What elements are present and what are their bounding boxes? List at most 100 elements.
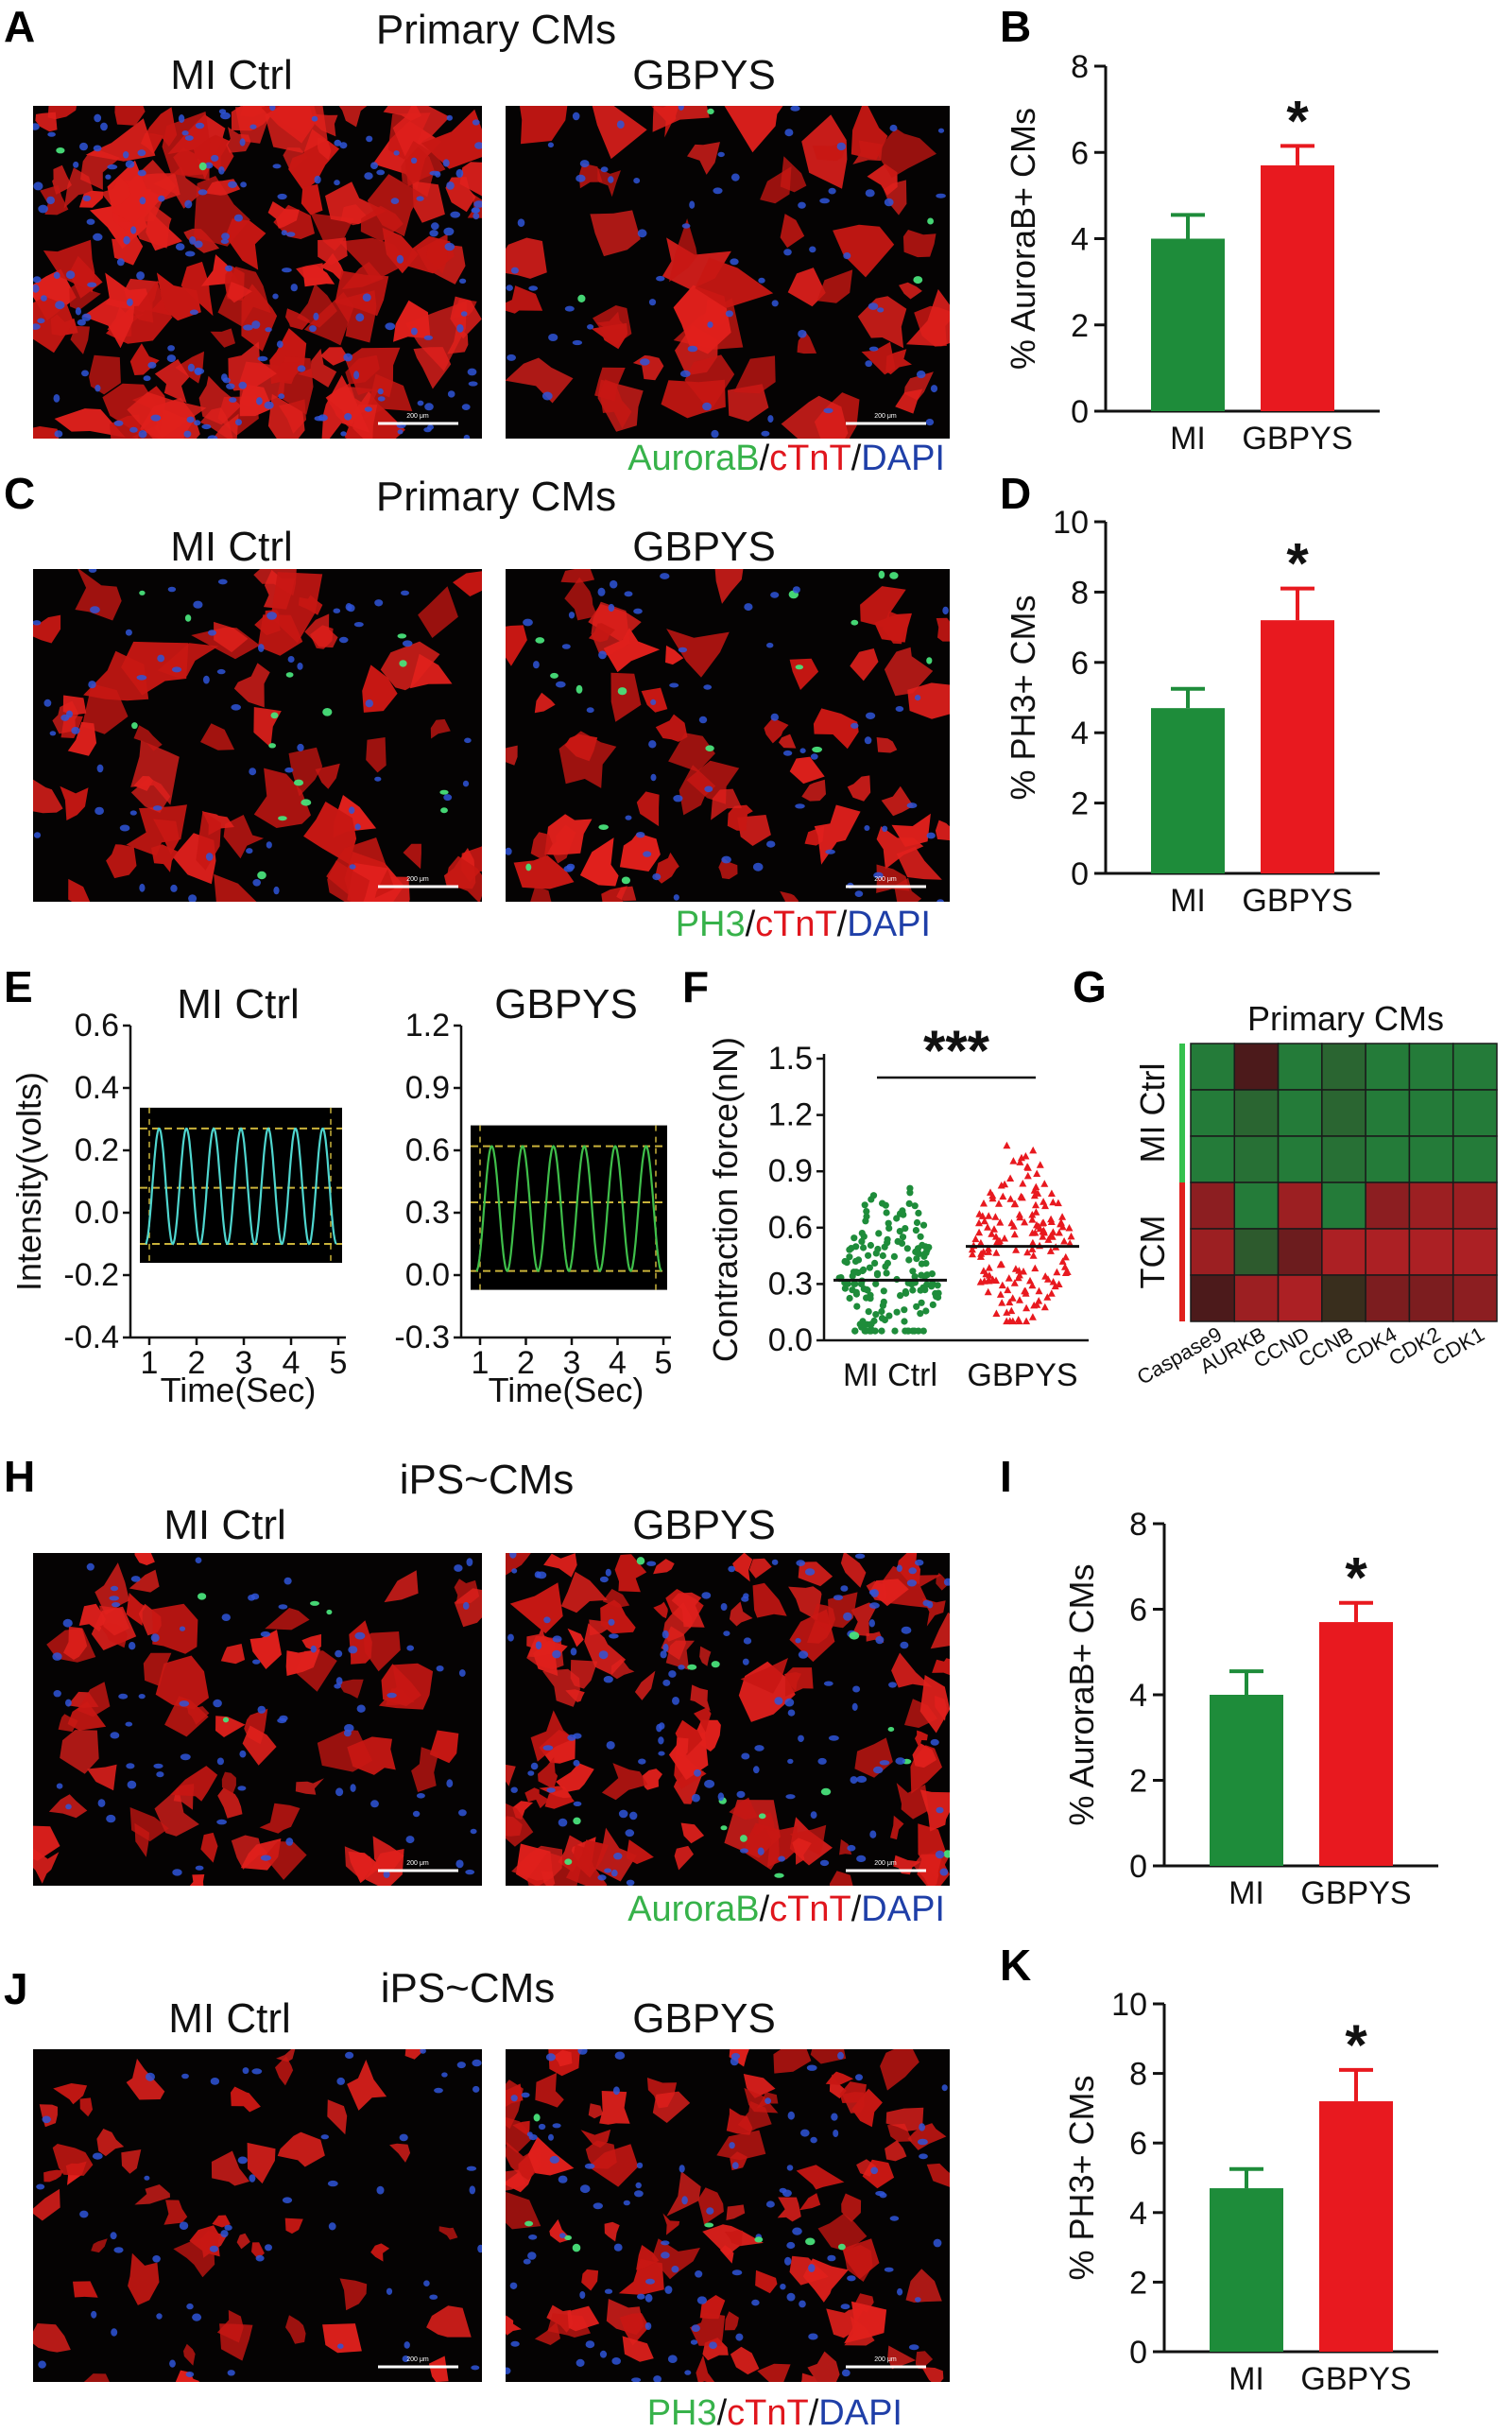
dapi-nucleus — [767, 415, 774, 423]
dapi-nucleus — [510, 1786, 518, 1793]
ctnt-cell — [200, 1832, 218, 1863]
dapi-nucleus — [856, 1775, 868, 1783]
ctnt-cell — [524, 1787, 550, 1809]
dapi-nucleus — [787, 1758, 794, 1764]
ctnt-cell — [600, 1599, 636, 1634]
y-tick-label: 4 — [1129, 1678, 1147, 1714]
ctnt-cell — [651, 2238, 700, 2280]
dapi-nucleus — [810, 753, 818, 760]
y-tick-label: 8 — [1071, 575, 1089, 611]
y-tick-label: -0.3 — [394, 1320, 450, 1355]
ctnt-cell — [726, 2204, 746, 2220]
significance-marker: * — [1345, 1546, 1367, 1610]
dapi-nucleus — [447, 390, 455, 398]
dapi-nucleus — [634, 2190, 644, 2198]
dapi-nucleus — [336, 2077, 346, 2085]
scale-bar-label: 200 μm — [406, 1860, 429, 1867]
dapi-nucleus — [728, 1565, 736, 1573]
ctnt-cell — [588, 2103, 603, 2119]
dapi-nucleus — [782, 2189, 792, 2198]
ctnt-cell — [850, 106, 888, 161]
data-point — [1051, 1282, 1059, 1290]
y-tick-label: 0.0 — [75, 1195, 119, 1231]
ctnt-cell — [885, 349, 912, 375]
dapi-nucleus — [643, 851, 652, 857]
dapi-nucleus — [800, 2129, 810, 2137]
data-point — [979, 1267, 988, 1274]
ctnt-cell — [265, 1608, 310, 1631]
ctnt-cell — [907, 2123, 947, 2150]
dapi-nucleus — [704, 785, 713, 793]
ctnt-cell — [506, 285, 543, 314]
marker-positive-nucleus — [131, 722, 138, 730]
ctnt-cell — [724, 106, 783, 153]
dapi-nucleus — [547, 142, 555, 148]
dapi-nucleus — [810, 2136, 817, 2144]
dapi-nucleus — [843, 252, 851, 260]
dapi-nucleus — [221, 1613, 231, 1621]
ctnt-cell — [899, 282, 922, 300]
data-point — [968, 1245, 976, 1253]
ctnt-cell — [162, 112, 211, 181]
data-point — [1003, 1308, 1011, 1316]
micrograph-j-gbpys: 200 μm — [506, 2049, 950, 2382]
y-tick-label: 0 — [1129, 2335, 1147, 2371]
dapi-nucleus — [127, 298, 133, 306]
dapi-nucleus — [88, 569, 97, 573]
dapi-nucleus — [129, 426, 138, 433]
dapi-nucleus — [314, 416, 325, 422]
dapi-nucleus — [915, 2297, 921, 2303]
dapi-nucleus — [255, 2254, 265, 2262]
data-point — [846, 1294, 853, 1303]
dapi-nucleus — [660, 573, 670, 579]
dapi-nucleus — [623, 2200, 630, 2206]
dapi-nucleus — [884, 2267, 894, 2272]
data-point — [934, 1282, 941, 1289]
ctnt-cell — [78, 1603, 106, 1632]
ctnt-cell — [130, 740, 180, 805]
heatmap-cell — [1452, 1043, 1498, 1091]
marker-positive-nucleus — [310, 1600, 319, 1606]
dapi-nucleus — [895, 1757, 905, 1765]
dapi-nucleus — [158, 195, 165, 202]
dapi-nucleus — [113, 2247, 124, 2253]
dapi-nucleus — [146, 2072, 155, 2081]
dapi-nucleus — [464, 737, 472, 744]
dapi-nucleus — [110, 2232, 117, 2240]
dapi-nucleus — [297, 365, 306, 372]
ctnt-cell — [506, 1764, 516, 1786]
data-point — [1028, 1216, 1037, 1223]
marker-positive-nucleus — [573, 1817, 581, 1825]
ctnt-cell — [67, 1701, 107, 1731]
dapi-nucleus — [462, 780, 470, 787]
dapi-nucleus — [854, 890, 864, 897]
dapi-nucleus — [81, 313, 92, 321]
data-point — [1020, 1268, 1027, 1275]
stain-c-0: PH3 — [676, 905, 746, 944]
marker-positive-nucleus — [774, 1872, 784, 1878]
dapi-nucleus — [225, 265, 233, 272]
data-point — [923, 1271, 931, 1279]
dapi-nucleus — [689, 200, 696, 209]
dapi-nucleus — [631, 2377, 642, 2382]
marker-positive-nucleus — [524, 2220, 534, 2227]
dapi-nucleus — [873, 1766, 884, 1774]
ctnt-cell — [212, 2215, 231, 2228]
dapi-nucleus — [220, 2230, 229, 2238]
ctnt-cell — [932, 1658, 950, 1676]
dapi-nucleus — [468, 381, 478, 387]
y-tick-label: 0.3 — [768, 1266, 813, 1302]
dapi-nucleus — [170, 884, 178, 892]
marker-positive-nucleus — [285, 672, 294, 678]
ctnt-cell — [885, 2140, 907, 2162]
data-point — [1063, 1268, 1072, 1275]
ctnt-cell — [622, 2336, 654, 2362]
dapi-nucleus — [556, 681, 566, 688]
data-point — [884, 1235, 891, 1243]
y-tick-label: 2 — [1071, 308, 1089, 344]
dapi-nucleus — [370, 162, 378, 169]
dapi-nucleus — [742, 1658, 749, 1665]
dapi-nucleus — [49, 731, 57, 736]
dapi-nucleus — [721, 855, 731, 864]
dapi-nucleus — [679, 2165, 685, 2173]
